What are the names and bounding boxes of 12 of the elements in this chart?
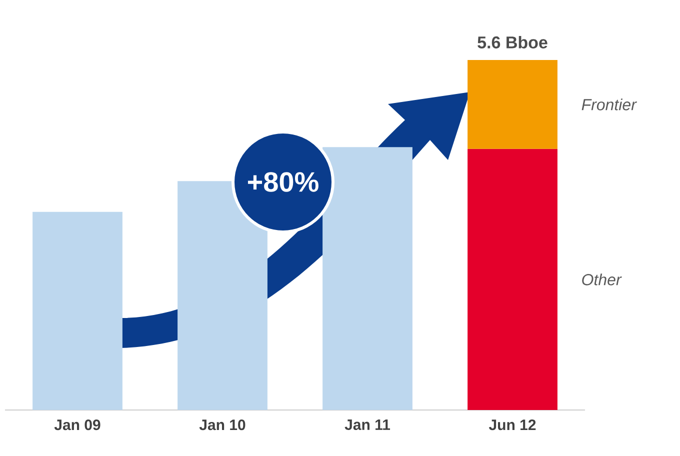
x-tick-label: Jan 10 [199,420,246,430]
x-tick-label: Jan 09 [54,420,100,430]
annotation: 5.6 Bboe [478,36,548,48]
x-tick-label: Jan 11 [344,420,390,430]
series-label: Other [582,274,622,286]
annotation: +80% [248,172,318,192]
bar [468,148,558,410]
bar [322,147,412,410]
bar [32,212,122,410]
bar [468,60,558,149]
x-tick-label: Jun 12 [488,420,536,430]
series-label: Frontier [582,98,637,110]
